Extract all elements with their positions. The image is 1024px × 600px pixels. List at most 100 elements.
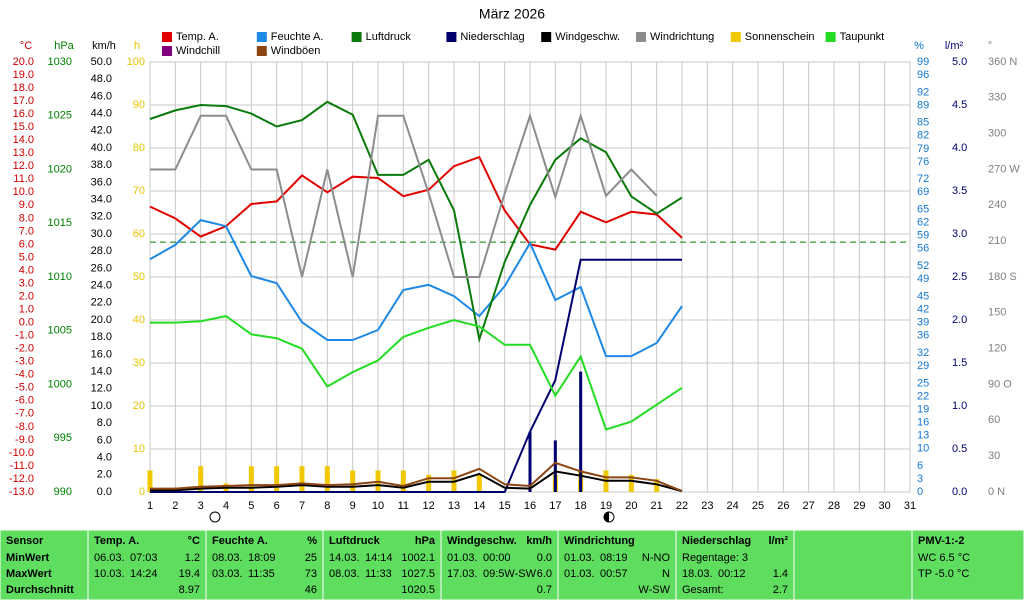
y-tick-label: 19 xyxy=(917,403,929,415)
legend-label: Luftdruck xyxy=(366,31,412,43)
x-tick-label: 9 xyxy=(350,500,356,512)
y-tick-label: 25 xyxy=(917,377,929,389)
y-tick-label: 210 xyxy=(988,235,1006,247)
y-tick-label: 32.0 xyxy=(91,211,112,223)
y-tick-label: 0 N xyxy=(988,486,1005,498)
y-tick-label: 10.0 xyxy=(91,400,112,412)
y-tick-label: 180 S xyxy=(988,271,1017,283)
y-tick-label: -7.0 xyxy=(15,408,34,420)
bar xyxy=(579,371,583,492)
x-tick-label: 2 xyxy=(172,500,178,512)
y-tick-label: 42 xyxy=(917,303,929,315)
bar xyxy=(147,470,153,492)
y-tick-label: 1015 xyxy=(48,217,72,229)
x-tick-label: 13 xyxy=(448,500,460,512)
y-tick-label: 90 xyxy=(133,99,145,111)
stats-value: 07:03 xyxy=(130,552,158,564)
y-tick-label: -9.0 xyxy=(15,434,34,446)
y-tick-label: 10 xyxy=(133,443,145,455)
legend-swatch xyxy=(825,32,836,42)
moon-shade xyxy=(604,512,609,522)
stats-value: 08.03. xyxy=(212,552,243,564)
stats-value: TP -5.0 °C xyxy=(918,568,969,580)
stats-unit: °C xyxy=(188,535,200,547)
series-line xyxy=(150,112,658,278)
y-tick-label: 36 xyxy=(917,330,929,342)
y-tick-label: 65 xyxy=(917,204,929,216)
x-tick-label: 27 xyxy=(803,500,815,512)
stats-value: 00:57 xyxy=(600,568,628,580)
y-tick-label: 1020 xyxy=(48,163,72,175)
y-tick-label: 80 xyxy=(133,142,145,154)
stats-value: 14:14 xyxy=(365,552,393,564)
y-tick-label: -8.0 xyxy=(15,421,34,433)
stats-unit: % xyxy=(307,535,317,547)
y-tick-label: 18.0 xyxy=(13,82,34,94)
y-tick-label: 59 xyxy=(917,230,929,242)
y-tick-label: 1000 xyxy=(48,378,72,390)
legend-label: Taupunkt xyxy=(840,31,885,43)
y-tick-label: -5.0 xyxy=(15,382,34,394)
stats-value: 19.4 xyxy=(179,568,200,580)
x-tick-label: 8 xyxy=(324,500,330,512)
y-tick-label: 20 xyxy=(133,400,145,412)
y-tick-label: 6.0 xyxy=(97,434,112,446)
y-tick-label: 2.0 xyxy=(952,314,967,326)
y-tick-label: 18.0 xyxy=(91,331,112,343)
x-tick-label: 21 xyxy=(651,500,663,512)
y-tick-label: 50 xyxy=(133,271,145,283)
stats-value: 14:24 xyxy=(130,568,158,580)
y-tick-label: 52 xyxy=(917,260,929,272)
y-tick-label: 46.0 xyxy=(91,90,112,102)
x-tick-label: 18 xyxy=(575,500,587,512)
y-tick-label: -3.0 xyxy=(15,356,34,368)
y-tick-label: 82 xyxy=(917,130,929,142)
stats-value: 10.03. xyxy=(94,568,125,580)
axis-header: °C xyxy=(20,40,32,52)
y-tick-label: 90 O xyxy=(988,378,1012,390)
stats-value: 1.4 xyxy=(773,568,788,580)
x-tick-label: 15 xyxy=(499,500,511,512)
stats-value: 11:35 xyxy=(248,568,275,580)
y-tick-label: 45 xyxy=(917,290,929,302)
series-line xyxy=(149,100,683,344)
stats-value: 1027.5 xyxy=(401,568,435,580)
series-line xyxy=(150,315,683,431)
stats-header: PMV-1:-2 xyxy=(918,535,964,547)
legend-label: Windrichtung xyxy=(650,31,714,43)
legend-label: Windböen xyxy=(271,45,321,57)
bar xyxy=(628,474,634,492)
stats-value: Gesamt: xyxy=(682,584,724,596)
y-tick-label: 72 xyxy=(917,173,929,185)
y-tick-label: 0.0 xyxy=(97,486,112,498)
legend-swatch xyxy=(541,32,552,42)
x-tick-label: 20 xyxy=(625,500,637,512)
legend-swatch xyxy=(351,32,362,42)
legend-swatch xyxy=(256,32,267,42)
stats-row-label: Sensor xyxy=(6,535,44,547)
y-tick-label: -10.0 xyxy=(9,447,34,459)
y-tick-label: 20.0 xyxy=(91,314,112,326)
y-tick-label: 17.0 xyxy=(13,95,34,107)
y-tick-label: 5.0 xyxy=(19,251,34,263)
stats-value: 00:00 xyxy=(483,552,511,564)
y-tick-label: 22 xyxy=(917,390,929,402)
axis-header: km/h xyxy=(92,40,116,52)
y-tick-label: 69 xyxy=(917,186,929,198)
stats-value: N xyxy=(662,568,670,580)
stats-value: 0.0 xyxy=(537,552,552,564)
x-tick-label: 7 xyxy=(299,500,305,512)
y-tick-label: 3 xyxy=(917,473,923,485)
y-tick-label: 16 xyxy=(917,416,929,428)
stats-value: 1.2 xyxy=(185,552,200,564)
series-line xyxy=(149,218,683,358)
y-tick-label: 4.0 xyxy=(97,452,112,464)
series-line xyxy=(150,470,683,493)
y-tick-label: 62 xyxy=(917,217,929,229)
y-tick-label: 990 xyxy=(54,486,72,498)
y-tick-label: 9.0 xyxy=(19,199,34,211)
y-tick-label: 36.0 xyxy=(91,176,112,188)
x-tick-label: 6 xyxy=(274,500,280,512)
y-tick-label: -13.0 xyxy=(9,486,34,498)
y-tick-label: 49 xyxy=(917,273,929,285)
